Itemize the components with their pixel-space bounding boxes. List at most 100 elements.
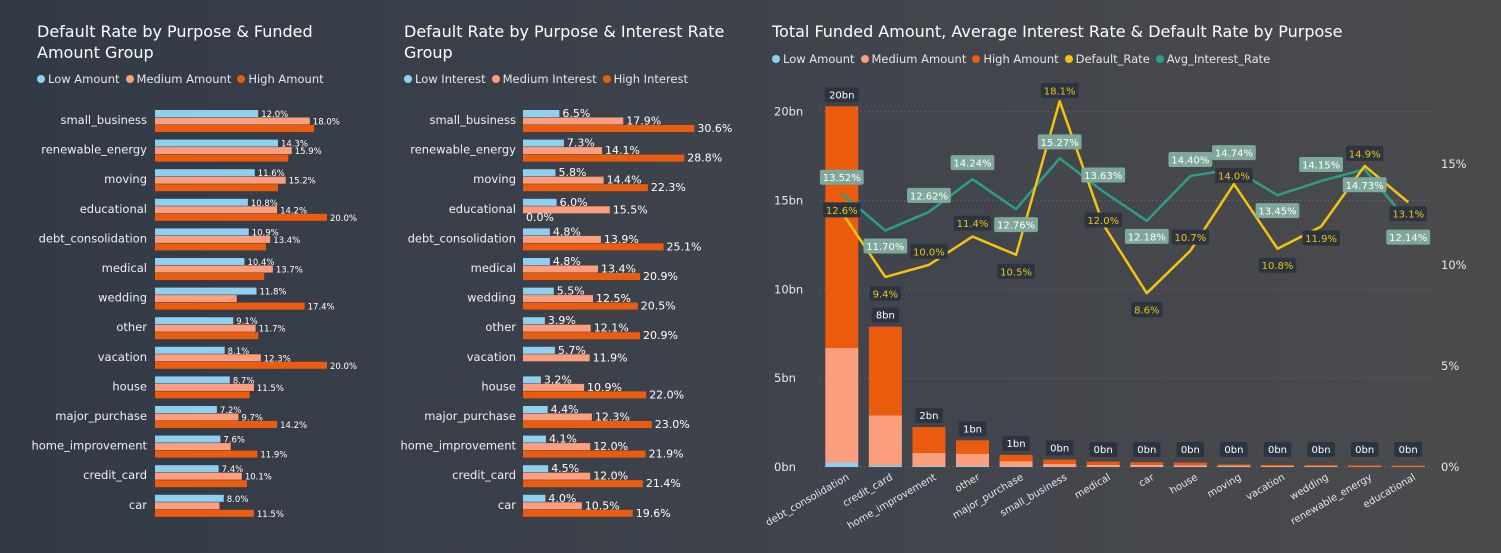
legend-item-high[interactable]: High Amount bbox=[237, 72, 324, 86]
bar-medium-interest bbox=[523, 265, 599, 273]
bar-segment-high bbox=[1130, 462, 1164, 465]
total-label: 0bn bbox=[1312, 445, 1331, 456]
default-rate-label: 11.4% bbox=[957, 219, 989, 230]
bar-high-interest bbox=[523, 125, 695, 132]
avg-interest-label: 12.14% bbox=[1389, 233, 1427, 244]
data-label: 13.7% bbox=[276, 266, 303, 276]
data-label: 10.5% bbox=[585, 499, 620, 512]
total-label: 0bn bbox=[1094, 445, 1113, 456]
bar-segment-medium bbox=[825, 347, 859, 463]
legend-label: High Amount bbox=[248, 72, 324, 86]
y2-tick-label: 5% bbox=[1441, 359, 1459, 373]
default-rate-label-box bbox=[953, 215, 992, 231]
category-label: credit_card bbox=[83, 468, 147, 482]
default-rate-label: 10.5% bbox=[1000, 267, 1032, 278]
chart-panel-interest-rate: Default Rate by Purpose & Interest Rate … bbox=[390, 0, 760, 553]
bar-segment-medium bbox=[1173, 465, 1207, 467]
bar-segment-medium bbox=[999, 461, 1033, 467]
bar-medium-interest bbox=[523, 502, 582, 510]
bar-low-interest bbox=[523, 228, 550, 236]
y2-tick-label: 10% bbox=[1441, 258, 1467, 272]
data-label: 12.3% bbox=[595, 411, 630, 424]
default-rate-label-box bbox=[1171, 229, 1210, 245]
total-label: 1bn bbox=[1007, 439, 1026, 450]
total-label-box bbox=[958, 421, 987, 437]
category-label: wedding bbox=[467, 291, 516, 305]
legend-item-high[interactable]: High Interest bbox=[602, 72, 688, 86]
x-tick-label: car bbox=[1137, 472, 1157, 490]
bar-segment-high bbox=[956, 440, 989, 454]
data-label: 6.0% bbox=[560, 196, 588, 209]
default-rate-label: 11.9% bbox=[1305, 234, 1337, 245]
bar-segment-low bbox=[956, 465, 989, 467]
data-label: 21.4% bbox=[646, 477, 681, 490]
total-label-box bbox=[1002, 435, 1030, 451]
data-label: 0.0% bbox=[526, 211, 554, 224]
total-label: 0bn bbox=[1181, 445, 1200, 456]
bar-segment-high bbox=[1348, 465, 1382, 467]
legend-label: Low Interest bbox=[415, 72, 486, 86]
bar-medium-amount bbox=[155, 117, 310, 125]
avg-interest-label-box bbox=[1124, 228, 1169, 244]
category-label: car bbox=[498, 498, 516, 512]
legend-item-default-rate[interactable]: Default_Rate bbox=[1064, 52, 1150, 66]
legend-dot bbox=[404, 75, 412, 83]
total-label: 1bn bbox=[963, 424, 982, 435]
legend-dot bbox=[772, 55, 780, 63]
legend-item-high[interactable]: High Amount bbox=[972, 52, 1059, 66]
legend-dot bbox=[1155, 55, 1164, 63]
bar-medium-interest bbox=[523, 354, 590, 362]
data-label: 21.9% bbox=[649, 448, 684, 461]
bar-high-interest bbox=[523, 154, 685, 162]
legend: Low Amount Medium Amount High Amount Def… bbox=[772, 52, 1270, 66]
bar-low-interest bbox=[523, 139, 564, 147]
bar-medium-amount bbox=[155, 147, 292, 155]
legend-item-low[interactable]: Low Interest bbox=[404, 72, 486, 86]
bar-high-interest bbox=[523, 480, 643, 488]
legend-item-low[interactable]: Low Amount bbox=[772, 52, 855, 66]
avg-interest-label-box bbox=[907, 187, 951, 203]
legend-item-avg-interest[interactable]: Avg_Interest_Rate bbox=[1155, 52, 1270, 66]
legend-label: Default_Rate bbox=[1075, 52, 1150, 66]
bar-low-interest bbox=[523, 376, 541, 384]
legend: Low Amount Medium Amount High Amount bbox=[37, 72, 324, 86]
total-label-box bbox=[1176, 442, 1205, 457]
legend-item-medium[interactable]: Medium Amount bbox=[125, 72, 231, 86]
bar-medium-amount bbox=[155, 235, 271, 243]
data-label: 4.0% bbox=[548, 492, 576, 505]
category-label: moving bbox=[473, 172, 516, 186]
bar-low-amount bbox=[155, 287, 257, 295]
avg-interest-label-box bbox=[1081, 167, 1126, 183]
default-rate-label: 10.0% bbox=[913, 247, 945, 258]
legend-dot bbox=[602, 75, 611, 83]
bar-low-interest bbox=[523, 494, 546, 502]
category-label: other bbox=[116, 320, 147, 334]
bar-high-interest bbox=[523, 509, 633, 517]
data-label: 14.4% bbox=[607, 174, 642, 187]
data-label: 5.7% bbox=[558, 344, 586, 357]
data-label: 14.2% bbox=[280, 206, 307, 216]
total-label-box bbox=[1263, 442, 1292, 457]
avg-interest-label: 12.18% bbox=[1128, 232, 1166, 243]
data-label: 12.5% bbox=[596, 292, 631, 305]
bar-high-interest bbox=[523, 421, 652, 428]
data-label: 8.0% bbox=[227, 495, 249, 505]
category-label: small_business bbox=[429, 113, 516, 127]
data-label: 5.5% bbox=[557, 285, 585, 298]
default-rate-label: 13.1% bbox=[1392, 210, 1424, 221]
y-tick-label: 5bn bbox=[774, 371, 796, 385]
data-label: 4.5% bbox=[551, 462, 579, 475]
avg-interest-label: 14.74% bbox=[1215, 149, 1253, 160]
legend-item-medium[interactable]: Medium Interest bbox=[491, 72, 597, 86]
legend-label: High Amount bbox=[983, 52, 1059, 66]
data-label: 10.4% bbox=[247, 258, 274, 268]
bar-low-interest bbox=[523, 258, 550, 265]
legend-item-medium[interactable]: Medium Amount bbox=[860, 52, 966, 66]
data-label: 6.5% bbox=[562, 107, 590, 120]
bar-segment-high bbox=[868, 326, 902, 416]
total-label-box bbox=[1220, 442, 1248, 457]
default-rate-label-box bbox=[1215, 168, 1253, 184]
data-label: 13.4% bbox=[273, 236, 300, 246]
legend-item-low[interactable]: Low Amount bbox=[37, 72, 120, 86]
bar-low-interest bbox=[523, 198, 557, 206]
